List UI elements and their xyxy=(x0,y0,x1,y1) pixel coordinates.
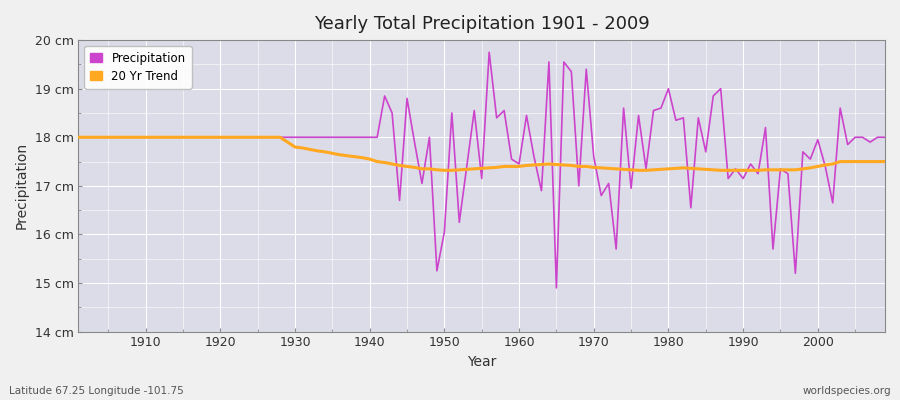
Line: Precipitation: Precipitation xyxy=(78,52,885,288)
20 Yr Trend xyxy=(297,146,308,150)
Precipitation xyxy=(879,135,890,140)
Precipitation xyxy=(133,135,144,140)
Precipitation xyxy=(618,106,629,110)
20 Yr Trend xyxy=(133,135,144,140)
Precipitation xyxy=(297,135,308,140)
20 Yr Trend xyxy=(879,159,890,164)
20 Yr Trend xyxy=(73,135,84,140)
Precipitation xyxy=(521,113,532,118)
Y-axis label: Precipitation: Precipitation xyxy=(15,142,29,230)
20 Yr Trend xyxy=(611,166,622,171)
Precipitation xyxy=(342,135,353,140)
20 Yr Trend xyxy=(439,168,450,173)
X-axis label: Year: Year xyxy=(467,355,497,369)
Precipitation xyxy=(514,162,525,166)
Precipitation xyxy=(484,50,495,55)
Text: worldspecies.org: worldspecies.org xyxy=(803,386,891,396)
20 Yr Trend xyxy=(521,163,532,168)
Legend: Precipitation, 20 Yr Trend: Precipitation, 20 Yr Trend xyxy=(85,46,192,88)
Line: 20 Yr Trend: 20 Yr Trend xyxy=(78,137,885,170)
20 Yr Trend xyxy=(514,164,525,169)
Precipitation xyxy=(73,135,84,140)
Precipitation xyxy=(551,286,562,290)
Title: Yearly Total Precipitation 1901 - 2009: Yearly Total Precipitation 1901 - 2009 xyxy=(314,15,650,33)
Text: Latitude 67.25 Longitude -101.75: Latitude 67.25 Longitude -101.75 xyxy=(9,386,184,396)
20 Yr Trend xyxy=(342,153,353,158)
